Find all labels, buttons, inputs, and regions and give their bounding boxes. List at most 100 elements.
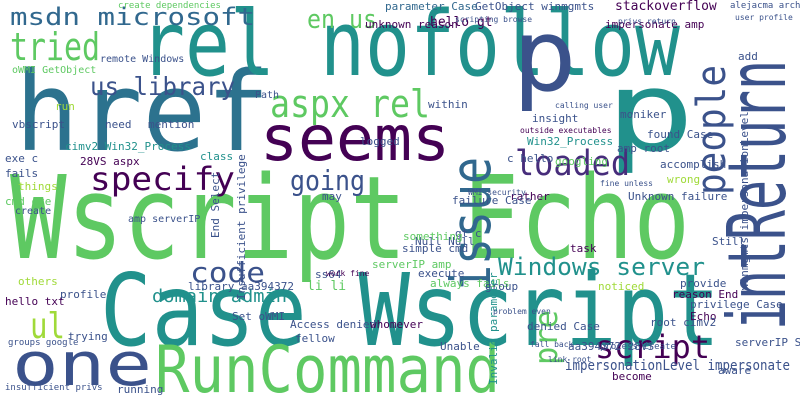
word: vbscript xyxy=(12,118,65,131)
word: found Case xyxy=(647,128,713,141)
word: groups google xyxy=(8,338,78,348)
word: link root xyxy=(548,355,592,364)
word: ss64 xyxy=(315,268,342,281)
word: one xyxy=(12,330,152,400)
word: WMI security xyxy=(468,188,526,197)
word: scripting browse xyxy=(455,15,532,24)
word: 28VS aspx xyxy=(80,155,140,168)
word: RunCommand xyxy=(155,333,500,400)
word: Win32_Process xyxy=(527,135,613,148)
word: loaded xyxy=(515,144,630,184)
word: aware xyxy=(718,364,751,377)
word: wrong xyxy=(667,173,700,186)
word: hello txt xyxy=(5,295,65,308)
word: process create xyxy=(600,342,676,352)
word: moniker xyxy=(620,108,667,121)
word: add xyxy=(738,50,758,63)
word: rel nofollow xyxy=(140,0,681,97)
word: us library xyxy=(90,72,235,101)
word: winmgmts impersonationLevel xyxy=(738,111,751,290)
word: provide xyxy=(680,277,726,290)
word: outside executables xyxy=(520,126,612,135)
word: code xyxy=(190,256,265,289)
word: things xyxy=(18,180,58,193)
word: parameter Case xyxy=(385,0,478,13)
word: ul xyxy=(30,306,65,347)
word: Unable xyxy=(440,340,480,353)
word: library aa394372 xyxy=(188,280,294,293)
word: create xyxy=(15,206,51,217)
word: remote Windows xyxy=(100,54,184,65)
word: run xyxy=(55,100,75,113)
word: create dependencies xyxy=(118,1,221,11)
word: en us xyxy=(307,5,377,35)
word: cmd exe xyxy=(5,195,51,208)
word: aa394372 28VS xyxy=(568,340,654,353)
word: problem even xyxy=(493,307,551,316)
word: within xyxy=(428,98,468,111)
word: always fails xyxy=(430,277,509,290)
word: aspx rel xyxy=(270,82,430,126)
word: reason End xyxy=(672,288,738,301)
word: become xyxy=(612,370,652,383)
word: fails xyxy=(5,167,38,180)
word: privilege Case xyxy=(690,298,783,311)
word: Null Null xyxy=(415,235,475,248)
word: profile xyxy=(60,288,106,301)
word: Windows server xyxy=(498,253,705,281)
word: whomever xyxy=(370,318,423,331)
word: oWMI GetObject xyxy=(12,65,96,76)
word: others xyxy=(18,275,58,288)
word: p xyxy=(512,0,577,114)
word: accomplish xyxy=(660,158,726,171)
word: domain admin xyxy=(152,286,287,307)
word: work fine xyxy=(326,269,370,278)
word: exe c xyxy=(5,152,38,165)
word: amp serverIP xyxy=(128,214,200,225)
word: calling user xyxy=(555,101,613,110)
word: insufficient privs xyxy=(5,383,103,393)
word: need xyxy=(105,118,132,131)
word: p xyxy=(605,48,695,176)
word: href xyxy=(15,48,270,176)
word: trying xyxy=(68,330,108,343)
word: rather xyxy=(510,190,550,203)
word: msdn microsoft xyxy=(10,3,255,31)
word: Wscript Echo xyxy=(10,152,690,286)
word: insight xyxy=(532,112,578,125)
word: Invalid parameter xyxy=(487,272,500,385)
word: denied Case xyxy=(527,320,600,333)
word: pre xyxy=(527,310,565,365)
word: impersonate amp xyxy=(605,18,704,31)
word: Still xyxy=(712,235,745,248)
word: alejacma archive xyxy=(730,1,800,11)
word: going xyxy=(290,164,365,197)
word: root cimv2 xyxy=(650,316,716,329)
word: script xyxy=(595,328,710,366)
word: c hello xyxy=(507,152,553,165)
word: Echo xyxy=(690,310,717,323)
word: simple cmd xyxy=(402,242,468,255)
word: something xyxy=(403,230,463,243)
word: group xyxy=(485,280,518,293)
word: Set oWMI xyxy=(232,310,285,323)
word: Access denied xyxy=(290,318,376,331)
word: logged xyxy=(360,135,400,148)
word: li li xyxy=(307,279,346,294)
word: serverIP amp xyxy=(372,258,451,271)
word: task xyxy=(570,242,597,255)
word: Path xyxy=(255,90,279,101)
word: cimv2 Win32_Process xyxy=(65,140,191,153)
word: failure Case xyxy=(452,194,531,207)
word: unknown reason xyxy=(365,18,458,31)
word: specify xyxy=(90,160,235,198)
word: gt c xyxy=(455,227,482,240)
word: serverIP Set xyxy=(735,336,800,349)
word: Insufficient privilege xyxy=(235,154,248,300)
word: user profile xyxy=(735,13,793,22)
word: googling xyxy=(555,155,608,168)
word: stackoverflow xyxy=(615,0,717,14)
word: fine unless xyxy=(600,179,653,188)
word: people xyxy=(689,65,735,195)
